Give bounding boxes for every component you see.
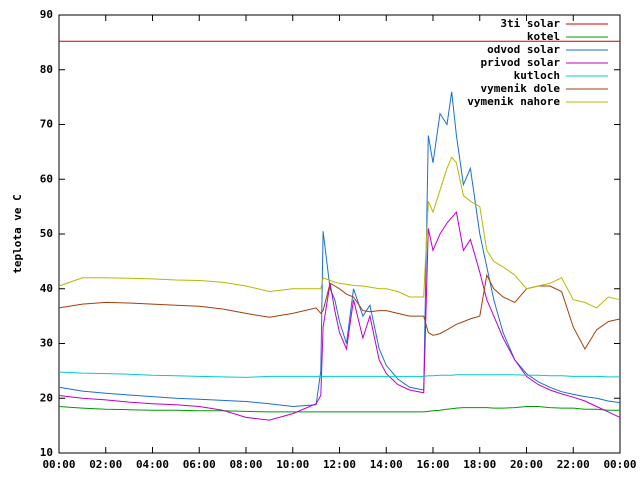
y-tick-label: 10 bbox=[40, 446, 53, 459]
x-tick-label: 08:00 bbox=[229, 458, 262, 471]
legend-label: vymenik dole bbox=[481, 82, 561, 95]
series-line bbox=[58, 406, 620, 413]
series-line bbox=[58, 210, 621, 421]
x-tick-label: 16:00 bbox=[416, 458, 449, 471]
y-tick-label: 50 bbox=[40, 227, 53, 240]
x-tick-label: 20:00 bbox=[510, 458, 543, 471]
x-tick-label: 06:00 bbox=[183, 458, 216, 471]
legend-label: vymenik nahore bbox=[467, 95, 560, 108]
x-tick-label: 02:00 bbox=[89, 458, 122, 471]
x-tick-label: 00:00 bbox=[42, 458, 75, 471]
y-tick-label: 70 bbox=[40, 118, 53, 131]
y-tick-label: 80 bbox=[40, 63, 53, 76]
y-tick-label: 20 bbox=[40, 391, 53, 404]
x-tick-label: 00:00 bbox=[603, 458, 636, 471]
x-tick-label: 14:00 bbox=[370, 458, 403, 471]
y-tick-label: 60 bbox=[40, 172, 53, 185]
x-tick-label: 04:00 bbox=[136, 458, 169, 471]
x-tick-label: 12:00 bbox=[323, 458, 356, 471]
legend-label: privod solar bbox=[481, 56, 561, 69]
x-tick-label: 22:00 bbox=[557, 458, 590, 471]
legend-label: kutloch bbox=[514, 69, 560, 82]
x-tick-label: 18:00 bbox=[463, 458, 496, 471]
x-tick-label: 10:00 bbox=[276, 458, 309, 471]
y-axis-label: teplota ve C bbox=[11, 194, 24, 273]
series-line bbox=[58, 156, 621, 309]
legend-label: odvod solar bbox=[487, 43, 560, 56]
legend-label: 3ti solar bbox=[500, 17, 560, 30]
legend-label: kotel bbox=[527, 30, 560, 43]
y-tick-label: 30 bbox=[40, 337, 53, 350]
y-tick-label: 90 bbox=[40, 8, 53, 21]
series-line bbox=[58, 371, 620, 378]
y-tick-label: 40 bbox=[40, 282, 53, 295]
